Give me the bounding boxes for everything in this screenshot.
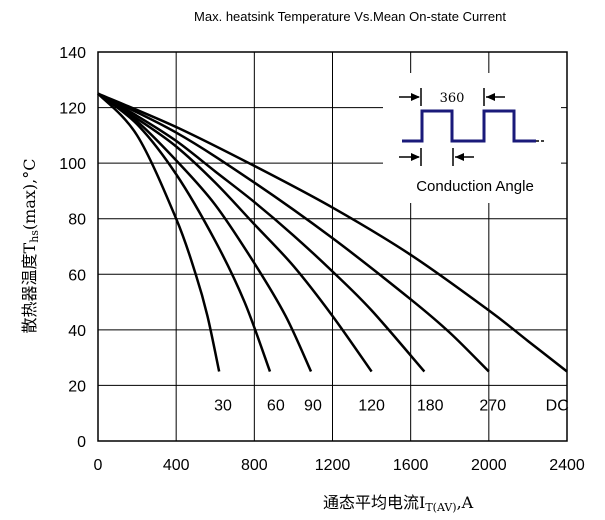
left-bottom-arrow-head xyxy=(411,153,420,161)
series-line-270 xyxy=(97,92,490,373)
series-line-DC xyxy=(97,92,568,373)
series-line-90 xyxy=(97,92,313,373)
x-tick-label: 2400 xyxy=(549,457,585,474)
curves xyxy=(97,92,568,373)
curve-label: 120 xyxy=(358,397,385,414)
y-tick-label: 140 xyxy=(59,45,86,62)
curve-label: 270 xyxy=(479,397,506,414)
series-line-60 xyxy=(97,92,272,372)
curve-label: 90 xyxy=(304,397,322,414)
curve-labels: 30 60 90 120 180 270 DC xyxy=(214,397,569,414)
series-line-120 xyxy=(97,92,373,373)
curve-label: 30 xyxy=(214,397,232,414)
y-tick-label: 0 xyxy=(77,434,86,451)
y-tick-label: 60 xyxy=(68,267,86,284)
y-tick-label: 120 xyxy=(59,101,86,118)
y-tick-label: 100 xyxy=(59,156,86,173)
x-tick-label: 800 xyxy=(241,457,268,474)
y-tick-labels: 0 20 40 60 80 100 120 140 xyxy=(59,45,86,451)
left-top-arrow-head xyxy=(411,93,420,101)
right-bottom-arrow-head xyxy=(455,153,464,161)
x-tick-labels: 0 400 800 1200 1600 2000 2400 xyxy=(94,457,585,474)
x-axis-label: 通态平均电流IT(AV),A xyxy=(323,493,474,514)
series-line-30 xyxy=(97,92,221,372)
angle-label: 360 xyxy=(440,91,465,106)
y-tick-label: 80 xyxy=(68,212,86,229)
curve-label: 60 xyxy=(267,397,285,414)
x-tick-label: 1600 xyxy=(393,457,429,474)
right-top-arrow-head xyxy=(486,93,495,101)
y-axis-label: 散热器温度Ths(max),°C xyxy=(20,159,41,334)
curve-label: DC xyxy=(546,397,569,414)
x-tick-label: 0 xyxy=(94,457,103,474)
series-line-180 xyxy=(97,92,426,373)
y-tick-label: 40 xyxy=(68,323,86,340)
inset-caption: Conduction Angle xyxy=(416,178,534,195)
waveform-line xyxy=(402,109,536,143)
curve-label: 180 xyxy=(417,397,444,414)
plot-frame xyxy=(97,51,568,442)
conduction-angle-inset: 360 Conduction Angle xyxy=(383,73,561,203)
x-tick-label: 400 xyxy=(163,457,190,474)
x-tick-label: 2000 xyxy=(471,457,507,474)
chart-title: Max. heatsink Temperature Vs.Mean On-sta… xyxy=(194,9,506,24)
x-tick-label: 1200 xyxy=(315,457,351,474)
y-tick-label: 20 xyxy=(68,378,86,395)
